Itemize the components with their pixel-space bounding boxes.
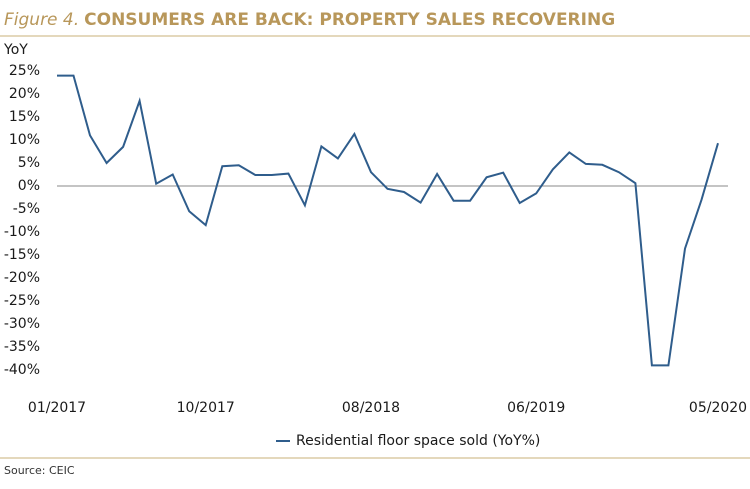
x-tick-label: 06/2019 (507, 400, 565, 416)
chart-title: Figure 4. CONSUMERS ARE BACK: PROPERTY SA… (4, 10, 615, 30)
x-tick-label: 05/2020 (689, 400, 747, 416)
data-line (57, 74, 719, 367)
x-tick-label: 10/2017 (177, 400, 235, 416)
y-axis-label: YoY (3, 42, 28, 58)
title-label: Figure 4. (4, 10, 79, 30)
y-tick-label: 5% (18, 155, 40, 171)
y-tick-label: -35% (4, 339, 40, 355)
y-tick-label: -40% (4, 362, 40, 378)
x-tick-label: 01/2017 (28, 400, 86, 416)
y-tick-label: 15% (9, 109, 40, 125)
x-tick-label: 08/2018 (342, 400, 400, 416)
y-tick-label: -25% (4, 293, 40, 309)
y-tick-label: 0% (18, 178, 40, 194)
source: Source: CEIC (4, 464, 75, 477)
y-tick-label: 10% (9, 132, 40, 148)
title-text: CONSUMERS ARE BACK: PROPERTY SALES RECOV… (84, 10, 615, 30)
y-tick-label: -30% (4, 316, 40, 332)
y-tick-label: 20% (9, 86, 40, 102)
y-tick-label: -20% (4, 270, 40, 286)
y-tick-label: -15% (4, 247, 40, 263)
y-tick-label: -10% (4, 224, 40, 240)
y-tick-label: -5% (13, 201, 40, 217)
legend-label: Residential floor space sold (YoY%) (296, 433, 540, 449)
y-tick-label: 25% (9, 63, 40, 79)
